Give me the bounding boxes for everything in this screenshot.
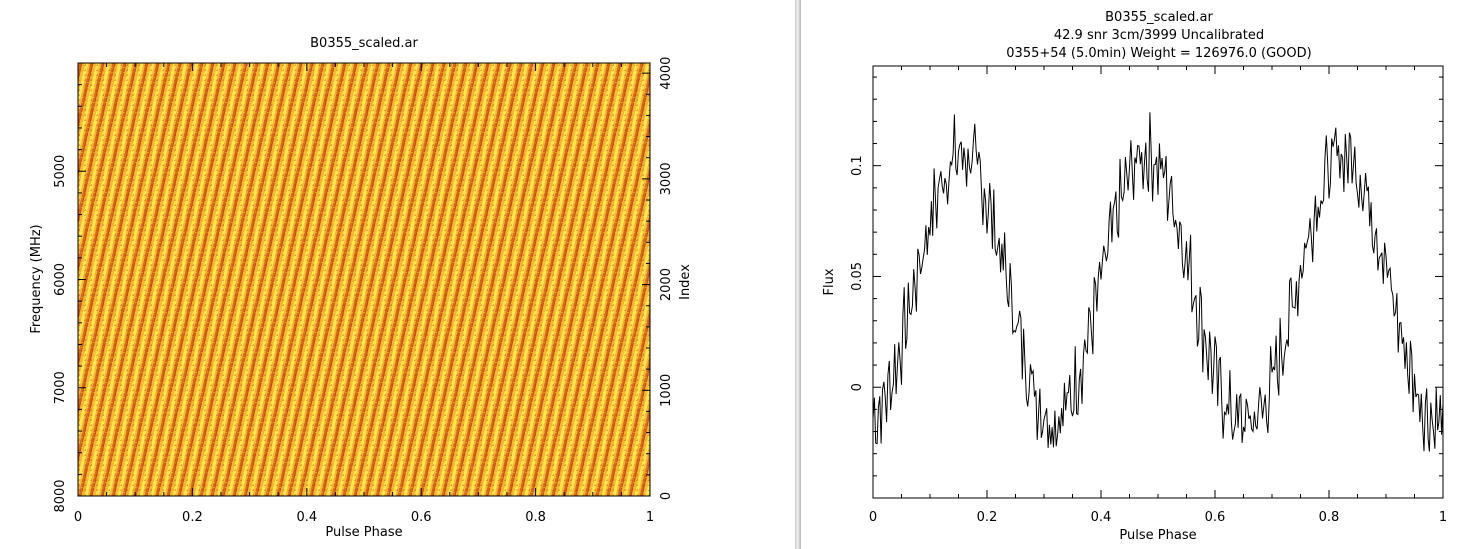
heatmap-x-tick-labels: 0 0.2 0.4 0.6 0.8 1 (74, 510, 654, 525)
heatmap-index-tick-label: 3000 (659, 162, 674, 195)
profile-frame (872, 65, 1444, 499)
heatmap-index-tick-label: 4000 (659, 57, 674, 90)
heatmap-y-tick-label: 6000 (53, 263, 68, 296)
heatmap-y-tick-labels: 5000 6000 7000 8000 (53, 155, 68, 513)
profile-y-tick-label: 0.05 (850, 262, 865, 291)
profile-x-tick-label: 0.4 (1091, 510, 1112, 525)
profile-y-tick-label: 0.1 (850, 155, 865, 176)
heatmap-y-tick-label: 8000 (53, 479, 68, 512)
heatmap-y-tick-label: 7000 (53, 371, 68, 404)
profile-x-tick-label: 0 (869, 510, 877, 525)
left-plot-window: B0355_scaled.ar 0 0.2 0.4 0.6 0.8 1 5000 6000 7… (29, 36, 693, 540)
heatmap-image (78, 63, 650, 496)
profile-title: B0355_scaled.ar (1105, 10, 1213, 25)
profile-x-tick-labels: 0 0.2 0.4 0.6 0.8 1 (869, 510, 1447, 525)
heatmap-x-tick-label: 0.4 (296, 510, 317, 525)
window-divider[interactable] (795, 0, 801, 549)
profile-x-tick-label: 1 (1439, 510, 1447, 525)
heatmap-grain (78, 63, 650, 496)
profile-y-tick-label: 0 (850, 383, 865, 391)
heatmap-x-tick-label: 0.6 (411, 510, 432, 525)
heatmap-index-axis-label: Index (678, 264, 693, 300)
profile-y-tick-labels: 0 0.05 0.1 (850, 155, 865, 391)
right-plot-window: B0355_scaled.ar 42.9 snr 3cm/3999 Uncali… (801, 0, 1467, 549)
profile-x-tick-label: 0.6 (1205, 510, 1226, 525)
heatmap-index-tick-label: 2000 (659, 268, 674, 301)
profile-series-line (872, 112, 1444, 452)
profile-y-axis-label: Flux (822, 268, 837, 295)
heatmap-index-tick-label: 0 (659, 492, 674, 500)
profile-x-tick-label: 0.8 (1319, 510, 1340, 525)
profile-x-axis-label: Pulse Phase (1119, 528, 1196, 543)
heatmap-x-tick-label: 0.2 (182, 510, 203, 525)
heatmap-title: B0355_scaled.ar (310, 36, 418, 51)
heatmap-index-tick-labels: 0 1000 2000 3000 4000 (659, 57, 674, 501)
heatmap-x-tick-label: 0.8 (525, 510, 546, 525)
profile-ticks (872, 66, 1444, 498)
heatmap-ticks (77, 63, 651, 497)
heatmap-x-tick-label: 0 (74, 510, 82, 525)
frequency-phase-plot: B0355_scaled.ar 0 0.2 0.4 0.6 0.8 1 5000 6000 7… (29, 36, 693, 540)
profile-x-tick-label: 0.2 (977, 510, 998, 525)
profile-subtitle: 42.9 snr 3cm/3999 Uncalibrated (1054, 28, 1264, 43)
heatmap-x-tick-label: 1 (646, 510, 654, 525)
heatmap-x-axis-label: Pulse Phase (325, 525, 402, 540)
profile-subtitle-2: 0355+54 (5.0min) Weight = 126976.0 (GOOD… (1006, 46, 1311, 61)
heatmap-y-axis-label: Frequency (MHz) (29, 224, 44, 333)
heatmap-index-tick-label: 1000 (659, 374, 674, 407)
heatmap-y-tick-label: 5000 (53, 155, 68, 188)
pulse-profile-plot: B0355_scaled.ar 42.9 snr 3cm/3999 Uncali… (822, 10, 1447, 543)
